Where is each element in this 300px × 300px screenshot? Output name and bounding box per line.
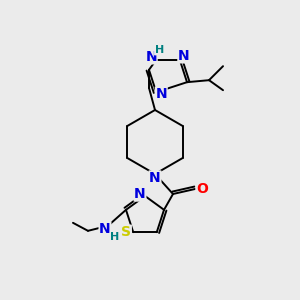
- Text: O: O: [196, 182, 208, 196]
- Text: H: H: [110, 232, 120, 242]
- Text: N: N: [149, 171, 161, 185]
- Text: N: N: [155, 87, 167, 101]
- Text: N: N: [146, 50, 157, 64]
- Text: H: H: [154, 45, 164, 55]
- Text: N: N: [99, 222, 111, 236]
- Text: S: S: [121, 225, 131, 239]
- Text: N: N: [178, 49, 190, 63]
- Text: N: N: [134, 187, 146, 201]
